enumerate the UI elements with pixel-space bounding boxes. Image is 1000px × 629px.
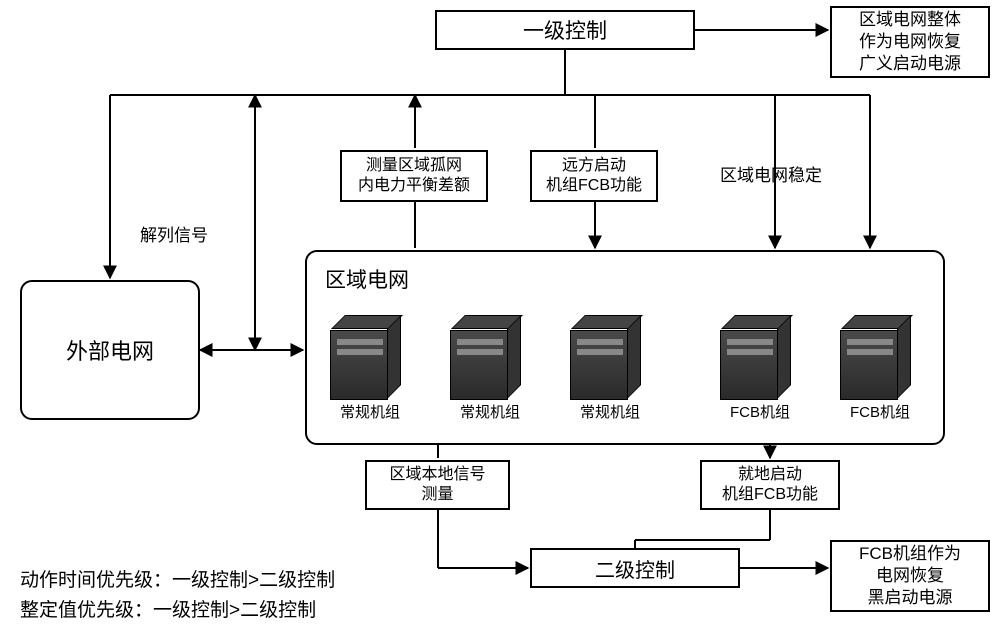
server-unit-2: 常规机组: [450, 315, 520, 400]
remote-start-l1: 远方启动: [546, 156, 642, 176]
primary-control-title: 一级控制: [523, 15, 607, 45]
server-unit-5: FCB机组: [840, 315, 910, 400]
grid-stable-label: 区域电网稳定: [720, 165, 822, 187]
external-grid-title: 外部电网: [66, 334, 154, 366]
disconnect-text: 解列信号: [140, 226, 208, 245]
external-grid-box: 外部电网: [20, 280, 200, 420]
bottom-right-l1: FCB机组作为: [859, 543, 961, 565]
top-right-l1: 区域电网整体: [859, 9, 961, 31]
measure-balance-box: 测量区域孤网 内电力平衡差额: [340, 150, 488, 202]
bottom-right-l3: 黑启动电源: [859, 587, 961, 609]
primary-control-box: 一级控制: [435, 10, 695, 50]
priority-line-2: 整定值优先级：一级控制>二级控制: [20, 595, 316, 622]
grid-stable-text: 区域电网稳定: [720, 166, 822, 185]
bottom-right-l2: 电网恢复: [859, 565, 961, 587]
remote-start-box: 远方启动 机组FCB功能: [530, 150, 658, 202]
local-measure-box: 区域本地信号 测量: [365, 460, 510, 510]
local-measure-l1: 区域本地信号: [389, 465, 485, 485]
server-4-label: FCB机组: [715, 401, 805, 422]
secondary-control-title: 二级控制: [595, 554, 675, 583]
top-right-l2: 作为电网恢复: [859, 31, 961, 53]
bottom-right-output-box: FCB机组作为 电网恢复 黑启动电源: [830, 540, 990, 612]
top-right-l3: 广义启动电源: [859, 53, 961, 75]
local-measure-l2: 测量: [389, 485, 485, 505]
server-1-label: 常规机组: [325, 401, 415, 422]
measure-balance-l2: 内电力平衡差额: [358, 176, 470, 196]
disconnect-signal-label: 解列信号: [140, 225, 208, 247]
secondary-control-box: 二级控制: [530, 548, 740, 588]
server-3-label: 常规机组: [565, 401, 655, 422]
local-start-l2: 机组FCB功能: [722, 485, 818, 505]
local-start-box: 就地启动 机组FCB功能: [700, 460, 840, 510]
remote-start-l2: 机组FCB功能: [546, 176, 642, 196]
priority-line-1: 动作时间优先级：一级控制>二级控制: [20, 565, 335, 592]
measure-balance-l1: 测量区域孤网: [358, 156, 470, 176]
server-unit-1: 常规机组: [330, 315, 400, 400]
local-start-l1: 就地启动: [722, 465, 818, 485]
server-unit-3: 常规机组: [570, 315, 640, 400]
server-5-label: FCB机组: [835, 401, 925, 422]
server-unit-4: FCB机组: [720, 315, 790, 400]
top-right-output-box: 区域电网整体 作为电网恢复 广义启动电源: [830, 6, 990, 78]
region-grid-title: 区域电网: [325, 264, 409, 294]
server-2-label: 常规机组: [445, 401, 535, 422]
